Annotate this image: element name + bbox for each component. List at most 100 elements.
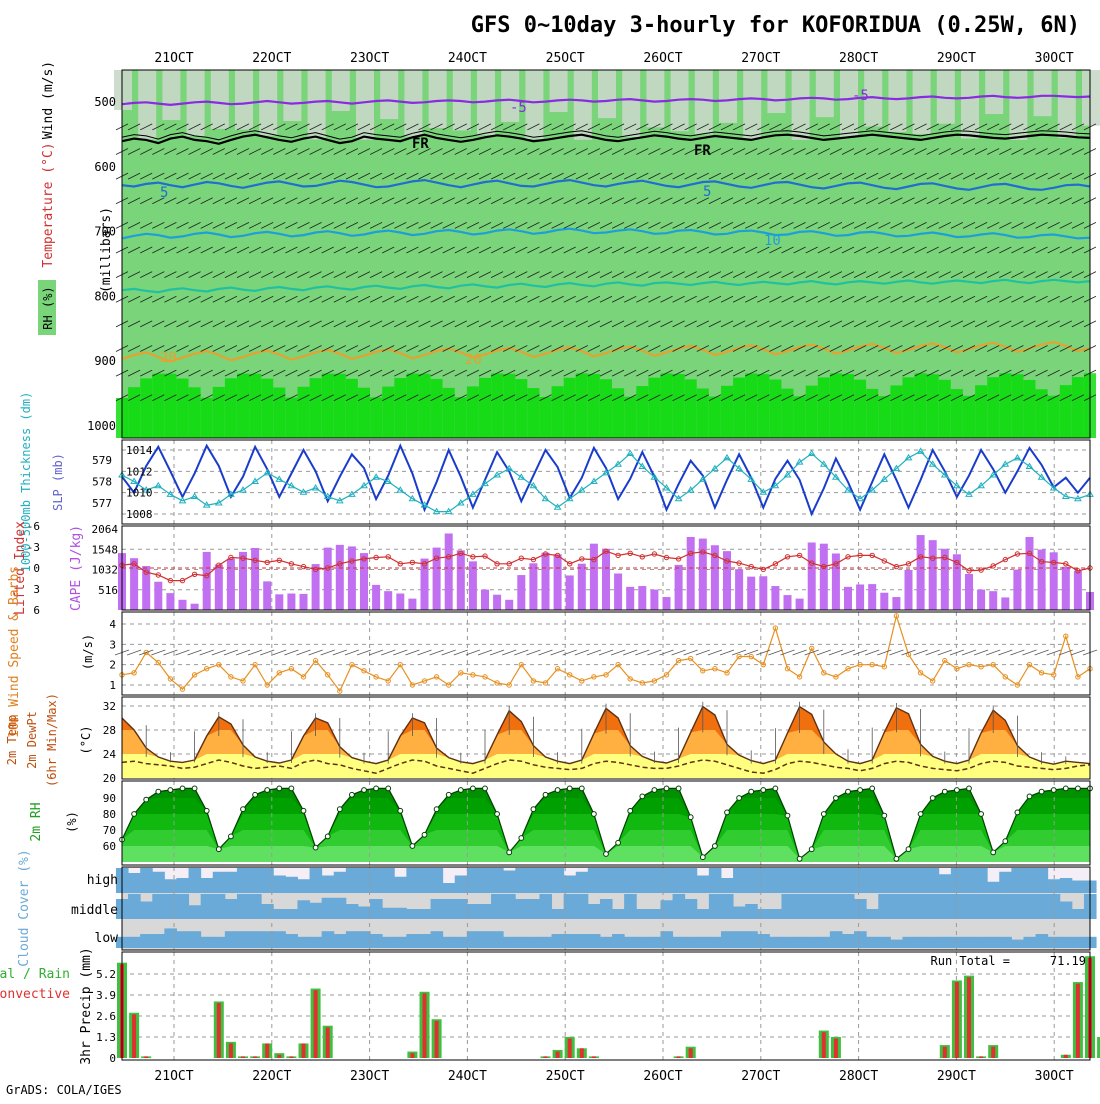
- wind-speed-point: [1014, 682, 1021, 688]
- precip-convective-bar: [265, 1043, 270, 1058]
- rh2m-point: [470, 785, 476, 792]
- wind-barb: [648, 123, 661, 131]
- cloud-bar-middle: [503, 894, 516, 919]
- wind-barb: [793, 320, 806, 328]
- lifted-index-point: [252, 557, 258, 563]
- precip-convective-bar: [253, 1056, 258, 1058]
- cloud-bar-high: [273, 875, 286, 893]
- wind-barb: [599, 369, 613, 377]
- wind-unit: (m/s): [81, 634, 95, 670]
- wind-barb: [817, 172, 830, 180]
- wind-barb: [200, 197, 213, 205]
- lifted-index-point: [373, 554, 379, 561]
- thickness-point: [130, 477, 138, 484]
- wind-barb: [369, 246, 383, 254]
- rh2m-tick: 60: [103, 840, 116, 853]
- cloud-frame: [121, 866, 1091, 951]
- lifted-index-point: [312, 566, 319, 573]
- wind-barb: [950, 345, 964, 352]
- wind-speed-point: [990, 661, 996, 668]
- wind-barb: [611, 148, 625, 155]
- cloud-bar-low: [708, 936, 722, 948]
- cape-bar: [904, 569, 913, 610]
- wind-barb: [1011, 394, 1024, 402]
- wind-barb: [563, 295, 576, 303]
- wind-barb-10m: [429, 649, 444, 656]
- wind-barb: [841, 369, 855, 377]
- rh2m-point: [1038, 788, 1045, 795]
- wind-barb: [745, 345, 758, 352]
- wind-barb: [974, 320, 988, 328]
- wind-barb: [599, 394, 613, 402]
- wind-barb: [333, 246, 346, 254]
- cloud-bar-high: [418, 868, 432, 893]
- cloud-bar-high: [817, 868, 831, 893]
- cloud-bar-high: [636, 868, 649, 893]
- wind-speed-point: [845, 666, 851, 672]
- wind-barb: [188, 320, 201, 328]
- wind-barb: [575, 197, 588, 205]
- wind-barb: [285, 148, 298, 155]
- cape-bar: [662, 597, 671, 610]
- wind-barb: [261, 197, 274, 205]
- wind-barb: [224, 222, 238, 229]
- cape-bar: [263, 581, 272, 610]
- wind-barb: [273, 148, 286, 155]
- wind-barb: [926, 345, 939, 352]
- wind-barb: [212, 320, 225, 328]
- wind-barb: [478, 320, 492, 328]
- wind-barb: [539, 222, 552, 229]
- wind-barb: [829, 246, 843, 254]
- cape-bar: [420, 558, 429, 610]
- wind-barb: [478, 172, 492, 180]
- wind-speed-point: [361, 668, 367, 674]
- contour-label: FR: [412, 136, 429, 152]
- wind-barb: [817, 295, 830, 303]
- cape-bar: [372, 584, 381, 610]
- wind-barb: [224, 295, 238, 303]
- cloud-bar-low: [261, 931, 274, 948]
- cape-bar: [638, 586, 647, 610]
- contour-label: FR: [694, 143, 711, 159]
- wind-speed-point: [712, 666, 718, 672]
- wind-barb: [914, 320, 927, 328]
- rh2m-point: [954, 787, 960, 793]
- wind-barb: [672, 123, 685, 131]
- wind-barb: [999, 369, 1012, 377]
- wind-barb: [478, 148, 492, 155]
- wind-barb: [551, 345, 564, 352]
- thickness-point: [577, 486, 586, 493]
- rh-moist-patch: [757, 374, 770, 438]
- lifted-index-point: [591, 556, 597, 563]
- wind-barb: [345, 123, 359, 131]
- lifted-index-point: [204, 573, 210, 579]
- rh2m-tick: 90: [103, 792, 116, 805]
- wind-barb: [454, 394, 467, 402]
- cloud-bar-low: [672, 936, 686, 948]
- rh2m-point: [760, 787, 767, 793]
- cloud-bar-middle: [285, 909, 298, 919]
- wind-barb: [527, 394, 540, 402]
- wind-barb: [1035, 345, 1048, 352]
- slp-tick: 1012: [126, 465, 153, 478]
- wind-barb: [188, 345, 201, 352]
- wind-barb: [624, 369, 637, 377]
- wind-barb: [999, 271, 1012, 279]
- cloud-bar-low: [612, 934, 625, 948]
- wind-barb: [297, 123, 310, 131]
- wind-barb: [720, 172, 734, 180]
- wind-barb: [430, 271, 443, 279]
- wind-barb: [309, 172, 322, 180]
- wind-barb: [503, 123, 516, 131]
- wind-barb: [478, 222, 492, 229]
- wind-barb: [418, 320, 431, 328]
- rh-moist-patch: [140, 378, 153, 438]
- rh-moist-patch: [466, 386, 479, 438]
- wind-barb: [575, 271, 588, 279]
- cape-bar: [626, 586, 635, 610]
- wind-speed-point: [857, 661, 863, 668]
- wind-barb: [938, 345, 951, 352]
- wind-barb: [987, 394, 1000, 402]
- wind-barb: [236, 369, 250, 377]
- wind-barb: [188, 222, 201, 229]
